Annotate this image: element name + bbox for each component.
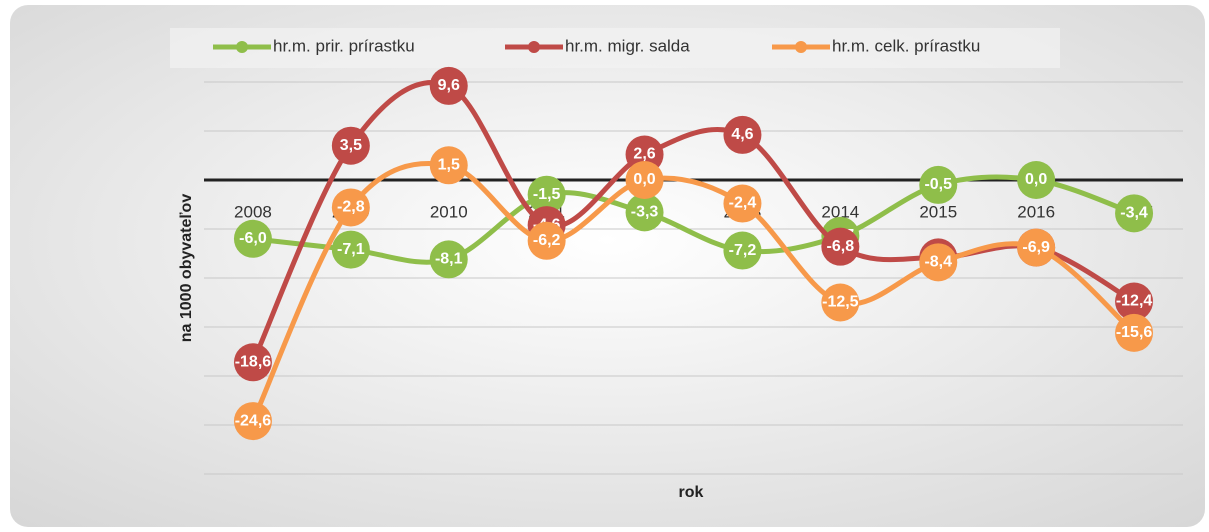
legend-marker [795, 41, 807, 53]
legend-label: hr.m. migr. salda [565, 36, 690, 55]
data-label: -15,6 [1116, 324, 1153, 341]
data-label: -2,8 [337, 199, 365, 216]
data-point [429, 66, 468, 105]
data-label: -6,8 [827, 238, 855, 255]
data-point [233, 402, 272, 441]
data-label: -12,5 [822, 294, 859, 311]
data-label: -0,5 [924, 176, 952, 193]
data-point [1115, 282, 1154, 321]
data-point [723, 184, 762, 223]
data-label: -8,4 [924, 254, 952, 271]
series-line [252, 174, 1135, 265]
data-point [1115, 194, 1154, 233]
legend-label: hr.m. prir. prírastku [273, 36, 415, 55]
data-label: -2,4 [729, 195, 757, 212]
x-tick-label: 2015 [919, 202, 957, 221]
data-point [233, 343, 272, 382]
data-point [1115, 313, 1154, 352]
chart-panel [10, 5, 1205, 527]
data-point [919, 165, 958, 204]
data-label: -6,0 [239, 230, 267, 247]
data-point [527, 175, 566, 214]
data-label: -18,6 [235, 353, 272, 370]
series-line [250, 160, 1136, 423]
x-tick-label: 2008 [234, 202, 272, 221]
data-point [527, 221, 566, 260]
data-label: 9,6 [438, 77, 460, 94]
legend-box [170, 28, 1060, 68]
data-point [1017, 161, 1056, 199]
data-label: -6,2 [533, 232, 561, 249]
data-label: 0,0 [633, 171, 655, 188]
data-point [429, 146, 468, 185]
data-label: -24,6 [235, 412, 272, 429]
data-point [331, 230, 370, 269]
data-point [233, 219, 272, 258]
data-point [919, 243, 958, 282]
data-label: -12,4 [1116, 293, 1153, 310]
data-label: -1,5 [533, 186, 561, 203]
x-tick-label: 2016 [1017, 202, 1055, 221]
data-point [821, 227, 860, 266]
data-label: -7,1 [337, 241, 365, 258]
data-point [723, 115, 762, 154]
data-point [331, 188, 370, 227]
y-axis-title: na 1000 obyvateľov [178, 194, 195, 343]
data-label: -3,4 [1120, 205, 1148, 222]
data-label: -6,9 [1022, 239, 1050, 256]
data-label: 0,0 [1025, 171, 1047, 188]
data-point [429, 240, 468, 279]
data-label: 3,5 [340, 137, 362, 154]
data-point [821, 283, 860, 322]
data-label: 4,6 [731, 126, 753, 143]
data-point [331, 126, 370, 165]
data-label: -7,2 [729, 242, 757, 259]
data-label: -3,3 [631, 204, 659, 221]
data-label: -8,1 [435, 251, 463, 268]
data-label: 2,6 [633, 146, 655, 163]
x-axis-title: rok [679, 484, 704, 501]
data-point [723, 231, 762, 270]
x-tick-label: 2014 [821, 202, 859, 221]
data-point [625, 193, 664, 232]
legend-marker [236, 41, 248, 53]
data-label: 1,5 [438, 157, 460, 174]
data-point [625, 161, 664, 199]
x-tick-label: 2010 [430, 202, 468, 221]
data-point [1017, 228, 1056, 267]
legend-label: hr.m. celk. prírastku [832, 36, 980, 55]
legend-marker [528, 41, 540, 53]
